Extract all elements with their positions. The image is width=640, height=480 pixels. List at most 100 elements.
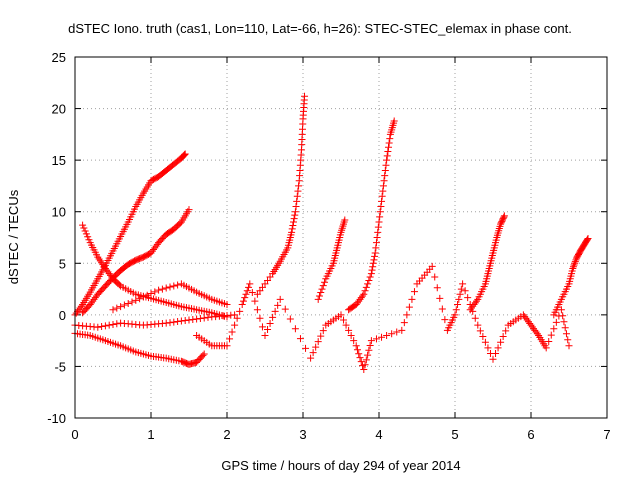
data-point bbox=[454, 301, 462, 309]
data-point bbox=[291, 325, 299, 333]
data-point bbox=[479, 333, 487, 341]
data-point bbox=[261, 331, 269, 339]
data-point bbox=[350, 337, 358, 345]
data-point bbox=[366, 273, 374, 281]
data-point bbox=[309, 349, 317, 357]
data-point bbox=[451, 311, 459, 319]
data-point bbox=[307, 354, 315, 362]
data-point bbox=[342, 321, 350, 329]
data-point bbox=[293, 197, 301, 205]
data-point bbox=[264, 325, 272, 333]
data-point bbox=[288, 228, 296, 236]
data-point bbox=[77, 302, 85, 310]
data-point bbox=[452, 306, 460, 314]
data-point bbox=[405, 303, 413, 311]
data-point bbox=[388, 330, 396, 338]
data-point bbox=[288, 225, 296, 233]
y-tick-label: 25 bbox=[52, 50, 66, 65]
data-point bbox=[436, 294, 444, 302]
data-point bbox=[200, 350, 208, 358]
data-point bbox=[489, 355, 497, 363]
data-point bbox=[473, 297, 481, 305]
data-point bbox=[180, 151, 188, 159]
data-point bbox=[560, 318, 568, 326]
data-point bbox=[80, 224, 88, 232]
data-point bbox=[345, 326, 353, 334]
data-point bbox=[484, 344, 492, 352]
y-tick-label: 10 bbox=[52, 205, 66, 220]
chart-title: dSTEC Iono. truth (cas1, Lon=110, Lat=-6… bbox=[68, 21, 572, 36]
data-point bbox=[147, 290, 155, 298]
data-point bbox=[151, 288, 159, 296]
data-point bbox=[502, 327, 510, 335]
data-point bbox=[364, 351, 372, 359]
series-arc-near-minus-1 bbox=[71, 311, 239, 331]
data-point bbox=[319, 282, 327, 290]
data-point bbox=[500, 212, 508, 220]
data-point bbox=[258, 323, 266, 331]
data-point bbox=[301, 92, 309, 100]
data-point bbox=[158, 285, 166, 293]
data-point bbox=[353, 346, 361, 354]
data-point bbox=[314, 338, 322, 346]
data-point bbox=[101, 322, 109, 330]
y-tick-label: 15 bbox=[52, 153, 66, 168]
data-point bbox=[223, 301, 231, 309]
axis-ticks: 0 1 2 3 4 5 6 7 -10 -5 0 5 10 15 20 25 bbox=[47, 50, 610, 442]
data-point bbox=[431, 273, 439, 281]
data-point bbox=[374, 228, 382, 236]
data-point bbox=[385, 139, 393, 147]
data-point bbox=[494, 344, 502, 352]
data-point bbox=[204, 313, 212, 321]
data-point bbox=[561, 324, 569, 332]
data-point bbox=[245, 283, 253, 291]
data-point bbox=[410, 288, 418, 296]
data-point bbox=[352, 342, 360, 350]
data-point bbox=[361, 361, 369, 369]
data-point bbox=[542, 344, 550, 352]
series-arc-0-to-3 bbox=[109, 280, 231, 314]
data-point bbox=[94, 323, 102, 331]
data-point bbox=[408, 295, 416, 303]
data-point bbox=[497, 338, 505, 346]
data-point bbox=[238, 301, 246, 309]
data-point bbox=[236, 307, 244, 315]
data-point bbox=[433, 284, 441, 292]
x-tick-label: 7 bbox=[603, 427, 610, 442]
data-point bbox=[109, 306, 117, 314]
data-point bbox=[181, 150, 189, 158]
data-point bbox=[239, 297, 247, 305]
data-point bbox=[340, 316, 348, 324]
plot-frame bbox=[74, 56, 608, 419]
data-point bbox=[390, 117, 398, 125]
data-point bbox=[383, 331, 391, 339]
data-point bbox=[569, 264, 577, 272]
y-tick-label: -10 bbox=[47, 411, 66, 426]
data-point bbox=[500, 213, 508, 221]
y-tick-label: 5 bbox=[59, 256, 66, 271]
data-point bbox=[559, 312, 567, 320]
data-point bbox=[196, 314, 204, 322]
data-point bbox=[369, 263, 377, 271]
data-point bbox=[143, 291, 151, 299]
series-arc-peak-9.6 bbox=[466, 212, 508, 314]
data-point bbox=[369, 259, 377, 267]
data-point bbox=[383, 152, 391, 160]
data-point bbox=[82, 230, 90, 238]
data-point bbox=[552, 318, 560, 326]
data-point bbox=[476, 327, 484, 335]
data-point bbox=[550, 325, 558, 333]
data-point bbox=[315, 292, 323, 300]
data-point bbox=[461, 287, 469, 295]
data-point bbox=[302, 344, 310, 352]
data-point bbox=[312, 343, 320, 351]
data-point bbox=[319, 327, 327, 335]
data-point bbox=[242, 290, 250, 298]
data-point bbox=[365, 346, 373, 354]
data-point bbox=[276, 295, 284, 303]
data-point bbox=[583, 236, 591, 244]
series-arc-rise-to-7.4 bbox=[550, 235, 592, 319]
data-point bbox=[274, 301, 282, 309]
data-point bbox=[256, 314, 264, 322]
data-point bbox=[357, 358, 365, 366]
